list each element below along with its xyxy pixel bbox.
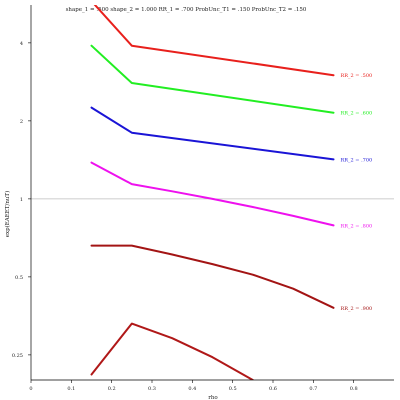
y-tick-label: 0.25 xyxy=(12,353,23,359)
series-label-0: RR_2 = .500 xyxy=(341,73,373,79)
y-tick-label: 1 xyxy=(20,197,23,203)
x-tick-label: 0 xyxy=(29,386,32,392)
x-tick-label: 0.4 xyxy=(188,386,196,392)
y-tick-label: 2 xyxy=(20,119,23,125)
x-tick-label: 0.6 xyxy=(269,386,277,392)
y-axis-title: exp(EAEET/nuT) xyxy=(4,191,11,237)
series-line-2 xyxy=(90,106,335,161)
x-tick-label: 0.2 xyxy=(108,386,116,392)
x-axis-title: rho xyxy=(208,395,218,400)
series-label-1: RR_2 = .600 xyxy=(341,111,373,117)
x-tick-label: 0.8 xyxy=(350,386,358,392)
series-layer xyxy=(90,5,335,380)
chart-title: shape_1 = .500 shape_2 = 1.000 RR_1 = .7… xyxy=(66,7,307,13)
x-axis-ticks: 0 0.1 0.2 0.3 0.4 0.5 0.6 0.7 0.8 xyxy=(29,380,358,392)
x-tick-label: 0.1 xyxy=(67,386,75,392)
series-labels: RR_2 = .500 RR_2 = .600 RR_2 = .700 RR_2 = … xyxy=(341,73,373,312)
series-label-3: RR_2 = .800 xyxy=(341,223,373,229)
x-tick-label: 0.5 xyxy=(229,386,237,392)
series-line-3 xyxy=(90,161,335,227)
series-line-1 xyxy=(90,44,335,114)
series-label-2: RR_2 = .700 xyxy=(341,157,373,163)
y-tick-label: 4 xyxy=(20,41,23,47)
series-line-5 xyxy=(90,322,254,380)
x-tick-label: 0.3 xyxy=(148,386,156,392)
series-label-4: RR_2 = .900 xyxy=(341,306,373,312)
y-tick-label: 0.5 xyxy=(15,275,23,281)
series-line-4 xyxy=(90,244,335,309)
series-line-0 xyxy=(93,5,335,77)
x-tick-label: 0.7 xyxy=(309,386,317,392)
y-axis-ticks: 0.25 0.5 1 2 4 xyxy=(12,41,31,359)
